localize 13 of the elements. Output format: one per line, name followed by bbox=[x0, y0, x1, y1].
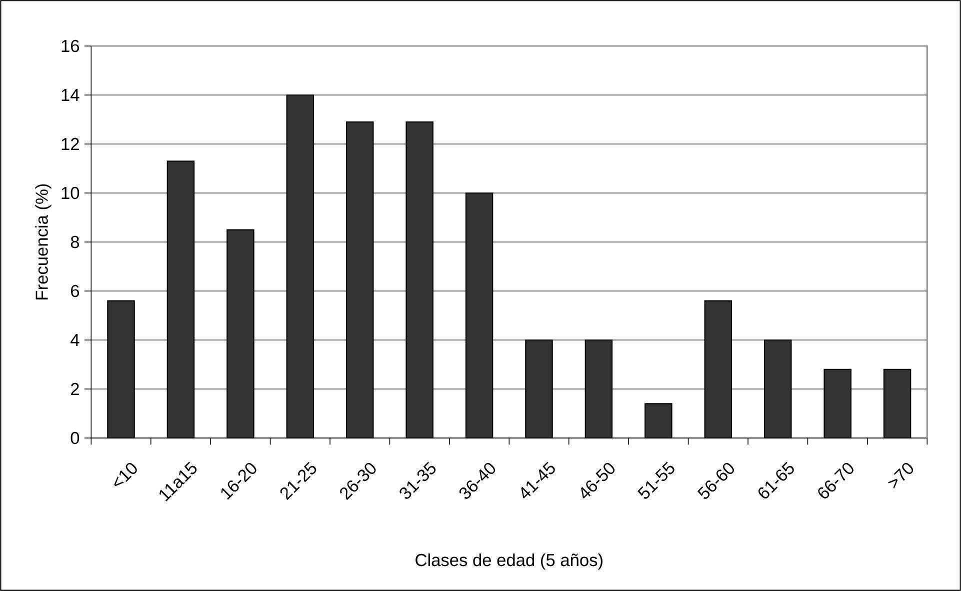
x-axis-title: Clases de edad (5 años) bbox=[416, 553, 602, 570]
y-tick-label: 4 bbox=[70, 334, 80, 346]
y-tick-label: 14 bbox=[62, 89, 80, 101]
y-tick-label: 8 bbox=[70, 236, 80, 248]
y-tick-label: 6 bbox=[71, 284, 80, 298]
x-tick-label: <10 bbox=[114, 462, 137, 486]
x-tick-label: >70 bbox=[888, 462, 914, 489]
y-tick-label: 12 bbox=[62, 138, 79, 150]
y-tick-label: 10 bbox=[62, 186, 80, 200]
y-tick-label: 0 bbox=[70, 432, 80, 444]
y-tick-label: 16 bbox=[62, 40, 80, 52]
y-axis-title: Frecuencia (%) bbox=[35, 184, 52, 300]
y-tick-label: 2 bbox=[71, 382, 79, 396]
